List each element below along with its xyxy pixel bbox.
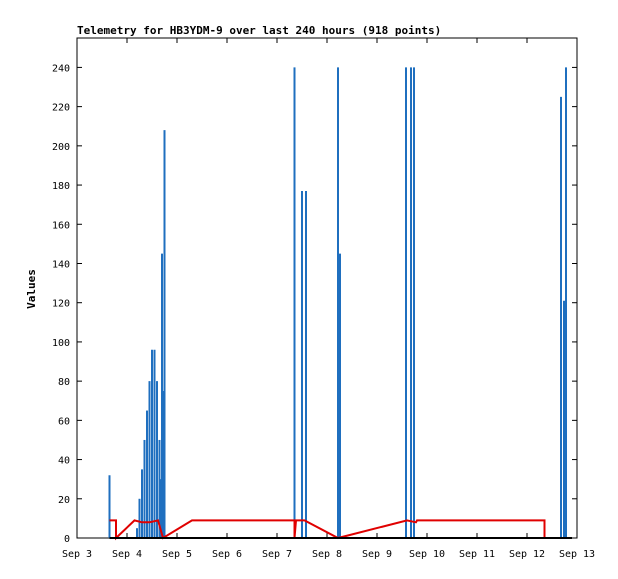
y-tick-label: 60 — [58, 416, 70, 427]
x-tick-label: Sep 9 — [362, 549, 392, 560]
x-tick-label: Sep 6 — [212, 549, 242, 560]
y-tick-label: 40 — [58, 456, 70, 467]
x-tick-label: Sep 12 — [509, 549, 545, 560]
y-tick-label: 200 — [52, 142, 70, 153]
y-tick-label: 160 — [52, 220, 70, 231]
y-tick-label: 0 — [64, 534, 70, 545]
chart-title: Telemetry for HB3YDM-9 over last 240 hou… — [77, 24, 441, 37]
y-axis: 0 20 40 60 80 100 120 140 160 180 200 220 240 — [52, 63, 577, 545]
x-tick-label: Sep 13 — [559, 549, 595, 560]
y-tick-label: 80 — [58, 377, 70, 388]
y-tick-label: 180 — [52, 181, 70, 192]
x-tick-label: Sep 3 — [62, 549, 92, 560]
x-axis: Sep 3 Sep 4 Sep 5 Sep 6 Sep 7 Sep 8 Sep 9 Sep 1… — [62, 38, 595, 560]
y-tick-label: 100 — [52, 338, 70, 349]
x-tick-label: Sep 11 — [459, 549, 495, 560]
series-layer — [108, 67, 572, 541]
y-tick-label: 120 — [52, 299, 70, 310]
x-tick-label: Sep 4 — [112, 549, 142, 560]
y-tick-label: 20 — [58, 495, 70, 506]
y-tick-label: 240 — [52, 63, 70, 74]
y-tick-label: 220 — [52, 103, 70, 114]
series-1-line — [109, 519, 572, 541]
x-tick-label: Sep 10 — [409, 549, 445, 560]
x-tick-label: Sep 8 — [312, 549, 342, 560]
x-tick-label: Sep 5 — [162, 549, 192, 560]
y-tick-label: 140 — [52, 259, 70, 270]
x-tick-label: Sep 7 — [262, 549, 292, 560]
y-axis-label: Values — [25, 269, 38, 309]
